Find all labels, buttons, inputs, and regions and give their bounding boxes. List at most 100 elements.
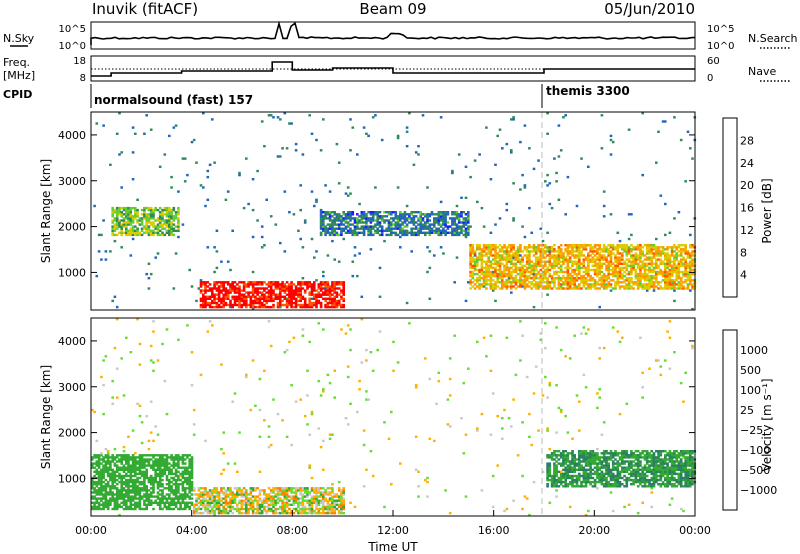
power-cell [147, 229, 151, 232]
velocity-cell [138, 404, 142, 407]
power-cell [208, 305, 212, 309]
velocity-cell [186, 493, 189, 496]
power-cell [664, 270, 667, 274]
velocity-cell [102, 485, 105, 488]
power-cell [516, 279, 520, 282]
power-cell [485, 279, 488, 282]
power-cell [328, 225, 332, 228]
power-cell [319, 233, 323, 237]
power-cell [609, 279, 613, 282]
power-cell [507, 285, 511, 288]
power-cell [621, 281, 624, 284]
velocity-cell [104, 497, 108, 500]
velocity-cell [265, 511, 268, 515]
power-cell [514, 268, 518, 272]
power-cell [226, 289, 230, 292]
power-cell [383, 215, 386, 218]
power-cell [410, 221, 413, 224]
power-cell [342, 303, 345, 307]
power-cell [614, 254, 617, 257]
power-cell [125, 225, 128, 228]
power-cell [333, 283, 336, 286]
power-cell [501, 285, 504, 288]
power-cell [387, 213, 391, 216]
velocity-cell [301, 505, 305, 509]
velocity-cell [136, 478, 139, 482]
power-cell [365, 219, 368, 222]
power-cell [396, 233, 400, 237]
power-cell [679, 279, 683, 282]
power-cell [641, 285, 644, 288]
velocity-cell [279, 505, 282, 509]
velocity-cell [129, 503, 133, 506]
power-cell [342, 219, 345, 222]
power-cell [498, 217, 502, 220]
power-cell [480, 285, 484, 288]
velocity-cell [111, 478, 114, 482]
power-cell [399, 246, 402, 249]
power-cell [544, 262, 547, 265]
power-cell [650, 260, 654, 263]
velocity-cell [211, 511, 214, 515]
power-cell [544, 260, 547, 263]
power-cell [410, 231, 413, 234]
velocity-cell [222, 507, 225, 511]
power-cell [283, 303, 287, 307]
freq-panel: Freq. [MHz] 18 8 60 0 Nave [3, 55, 790, 84]
power-cell [417, 211, 420, 214]
velocity-cell [251, 495, 255, 498]
power-cell [482, 250, 486, 253]
power-cell [433, 229, 436, 232]
power-cell [467, 211, 470, 214]
power-cell [519, 262, 522, 265]
velocity-cell [102, 468, 105, 471]
power-cell [254, 289, 257, 292]
power-cell [691, 264, 694, 267]
power-cell [118, 213, 121, 216]
power-cell [512, 217, 515, 220]
power-cell [598, 258, 601, 261]
power-cell [125, 221, 128, 224]
power-cell [580, 254, 583, 257]
power-cell [675, 283, 678, 286]
velocity-cell [172, 462, 176, 465]
power-cell [414, 233, 418, 237]
power-cell [657, 281, 660, 284]
power-cell [127, 215, 130, 218]
velocity-cell [131, 495, 135, 498]
power-cell [494, 244, 497, 247]
velocity-cell [138, 466, 142, 469]
power-cell [217, 287, 221, 290]
power-cell [501, 262, 504, 265]
velocity-cell [152, 464, 155, 467]
power-cell [279, 293, 282, 296]
velocity-cell [222, 509, 225, 513]
power-cell [147, 231, 151, 234]
power-cell [356, 153, 359, 156]
power-cell [537, 260, 540, 263]
velocity-cell [229, 501, 232, 504]
power-cell [670, 279, 674, 282]
velocity-cell [202, 505, 205, 509]
power-cell [127, 206, 130, 210]
power-cell [652, 248, 656, 251]
velocity-cell [236, 509, 239, 513]
power-cell [564, 256, 567, 259]
velocity-cell [202, 499, 205, 502]
velocity-cell [281, 487, 284, 490]
power-cell [199, 279, 203, 282]
power-cell [541, 274, 545, 278]
velocity-cell [149, 474, 153, 478]
power-cell [485, 274, 488, 278]
power-cell [340, 229, 343, 232]
power-cell [147, 262, 151, 265]
velocity-cell [158, 476, 162, 480]
power-cell [315, 295, 318, 298]
velocity-cell [251, 499, 255, 502]
power-cell [170, 213, 173, 216]
power-cell [258, 305, 262, 309]
power-cell [632, 248, 635, 251]
velocity-cell [249, 499, 253, 502]
power-cell [360, 221, 364, 224]
power-cell [390, 217, 393, 220]
